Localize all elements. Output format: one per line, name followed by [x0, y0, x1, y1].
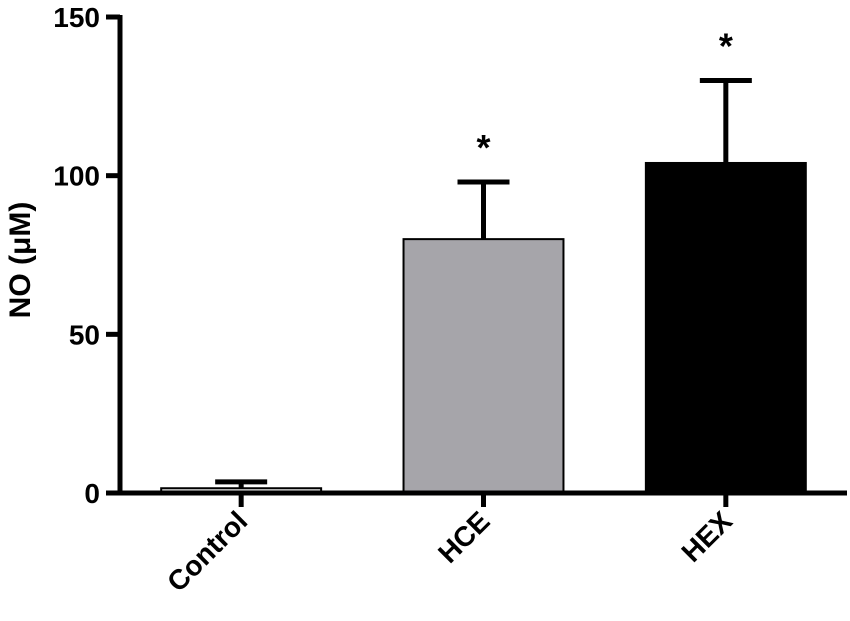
- bar-hce: [402, 238, 565, 494]
- error-bars: [215, 77, 752, 489]
- y-tick-label: 0: [84, 478, 100, 509]
- x-axis-ticks: Control HCE HEX: [161, 493, 738, 598]
- significance-hce: *: [476, 127, 490, 168]
- x-tick-label-hex: HEX: [675, 505, 738, 568]
- y-tick-label: 150: [53, 2, 100, 33]
- y-axis-ticks: 0 50 100 150: [53, 2, 120, 509]
- bar-hex: [644, 161, 807, 494]
- x-tick-label-control: Control: [161, 505, 253, 597]
- significance-markers: **: [476, 25, 732, 168]
- x-tick-label-hce: HCE: [432, 505, 496, 569]
- y-tick-label: 100: [53, 161, 100, 192]
- y-tick-label: 50: [69, 319, 100, 350]
- y-axis-title: NO (μM): [4, 202, 37, 319]
- significance-hex: *: [719, 25, 733, 66]
